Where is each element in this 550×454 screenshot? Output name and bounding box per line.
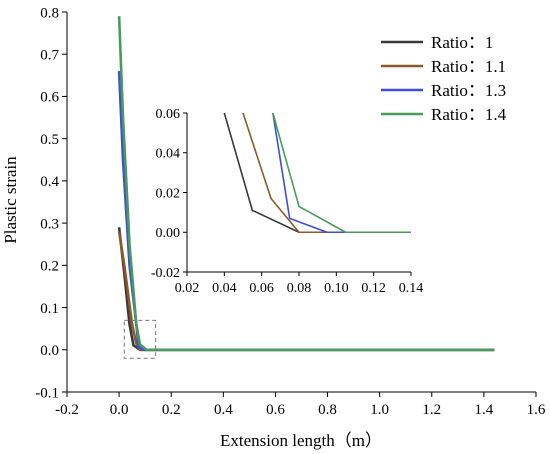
inset-series-line-1 [223,113,411,234]
main-y-tick-label: 0.4 [40,174,59,190]
inset-x-tick-label: 0.08 [287,281,312,296]
inset-y-tick-label: 0.02 [156,186,181,201]
legend: Ratio：1 Ratio：1.1 Ratio：1.3 Ratio：1.4 [381,33,507,124]
main-plot-area: -0.2 0.0 0.2 0.4 0.6 0.8 1.0 1.2 1.4 1.6 -0.1 0.0 0.… [35,5,546,418]
main-y-tick-label: 0.2 [40,259,59,275]
legend-label-2: Ratio：1.1 [431,57,506,76]
inset-series-line-4 [272,113,411,234]
main-y-tick-label: -0.1 [35,385,59,401]
inset-x-tick-label: 0.10 [324,281,349,296]
main-series-line-4 [117,16,495,352]
inset-x-tick-label: 0.02 [175,281,200,296]
inset-x-tick-label: 0.04 [212,281,237,296]
main-x-tick-label: 0.2 [162,402,181,418]
main-y-tick-label: 0.5 [40,132,59,148]
inset-plot-area: 0.02 0.04 0.06 0.08 0.10 0.12 0.14 -0.02 0.00 0.0… [151,107,424,296]
inset-y-tick-label: 0.00 [156,226,181,241]
main-x-tick-label: 0.8 [318,402,337,418]
legend-label-1: Ratio：1 [431,33,493,52]
inset-x-tick-label: 0.14 [399,281,424,296]
legend-label-3: Ratio：1.3 [431,81,506,100]
inset-series-line-2 [242,113,411,234]
main-y-tick-label: 0.1 [40,301,59,317]
inset-x-tick-label: 0.12 [361,281,386,296]
inset-series-line-3 [272,113,411,234]
main-x-tick-label: 0.0 [110,402,129,418]
inset-y-tick-label: -0.02 [151,266,180,281]
x-axis-label: Extension length（m） [220,431,382,450]
inset-background [187,113,411,272]
main-x-tick-label: 0.6 [266,402,285,418]
zoom-region-box [123,319,157,359]
main-x-tick-label: 1.0 [370,402,389,418]
main-x-tick-label: -0.2 [55,402,79,418]
inset-y-tick-label: 0.04 [156,147,181,162]
main-x-tick-label: 1.6 [527,402,546,418]
main-y-tick-label: 0.7 [40,47,59,63]
legend-label-4: Ratio：1.4 [431,105,507,124]
main-y-tick-label: 0.6 [40,90,59,106]
main-y-tick-label: 0.3 [40,216,59,232]
inset-x-tick-label: 0.06 [249,281,274,296]
main-x-tick-label: 0.4 [214,402,233,418]
main-y-tick-label: 0.0 [40,343,59,359]
inset-y-tick-label: 0.06 [156,107,181,122]
main-y-tick-label: 0.8 [40,5,59,21]
main-x-tick-label: 1.2 [422,402,441,418]
main-x-tick-label: 1.4 [475,402,494,418]
y-axis-label: Plastic strain [1,156,20,244]
